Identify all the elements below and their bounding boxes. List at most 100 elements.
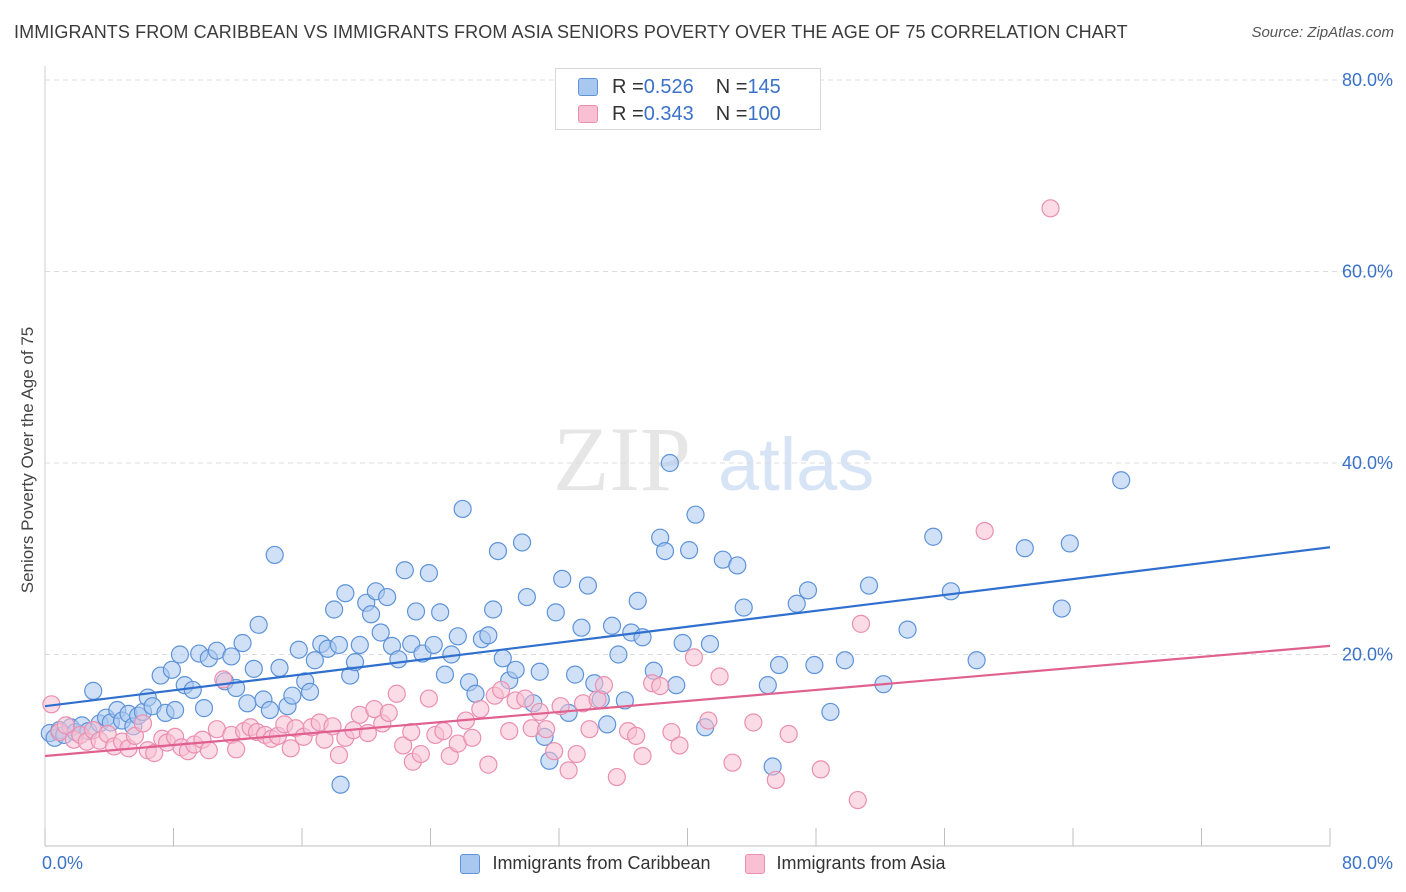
y-tick-label: 20.0%: [1342, 645, 1393, 665]
caribbean-point: [222, 647, 241, 666]
legend-n-label: N =: [715, 102, 748, 125]
asia-point: [1041, 199, 1060, 218]
asia-point: [537, 720, 556, 739]
caribbean-point: [424, 635, 443, 655]
caribbean-point: [734, 598, 753, 617]
asia-point: [419, 689, 438, 708]
asia-point: [379, 703, 398, 723]
legend-r-label: R =: [612, 75, 644, 98]
watermark-atlas: atlas: [718, 423, 874, 506]
trend-lines: [44, 546, 1331, 758]
asia-point: [699, 711, 718, 730]
legend-n-value: 145: [747, 75, 781, 98]
caribbean-point: [166, 700, 185, 720]
asia-point: [594, 676, 614, 695]
asia-point: [530, 702, 549, 722]
asia-point: [723, 753, 742, 772]
caribbean-point: [517, 587, 536, 607]
caribbean-point: [615, 691, 634, 710]
watermark: ZIP atlas: [553, 408, 874, 510]
axes: [44, 66, 1331, 847]
caribbean-point: [1052, 599, 1071, 618]
caribbean-point: [488, 541, 508, 561]
asia-point: [580, 720, 599, 739]
series-legend: Immigrants from Caribbean Immigrants fro…: [0, 853, 1406, 874]
caribbean-point: [300, 682, 320, 701]
legend-n-label: N =: [715, 75, 748, 98]
caribbean-point: [331, 775, 350, 794]
caribbean-point: [260, 700, 279, 720]
legend-swatch-caribbean: [460, 853, 481, 874]
asia-point: [684, 648, 704, 667]
caribbean-point: [512, 533, 532, 552]
caribbean-point: [686, 505, 705, 524]
chart-title: IMMIGRANTS FROM CARIBBEAN VS IMMIGRANTS …: [14, 22, 1128, 42]
caribbean-point: [350, 635, 369, 655]
caribbean-point: [673, 633, 692, 653]
asia-point: [411, 744, 430, 764]
caribbean-point: [378, 587, 397, 607]
asia-point: [227, 740, 246, 759]
asia-point: [281, 739, 300, 758]
legend-r-value: 0.526: [643, 75, 694, 98]
asia-point: [766, 770, 785, 790]
asia-point: [626, 726, 646, 745]
legend-swatch-pink: [578, 105, 598, 123]
asia-point: [848, 790, 867, 810]
caribbean-point: [233, 633, 252, 653]
caribbean-point: [835, 651, 855, 670]
caribbean-point: [700, 634, 720, 654]
caribbean-point: [361, 605, 381, 624]
caribbean-point: [484, 600, 503, 619]
caribbean-point: [798, 581, 818, 600]
caribbean-point: [530, 662, 549, 681]
asia-point: [199, 741, 218, 760]
caribbean-point: [578, 576, 598, 595]
caribbean-point: [265, 545, 284, 565]
caribbean-point: [389, 650, 408, 669]
asia-point: [710, 667, 729, 686]
caribbean-point: [419, 564, 438, 583]
legend-label-asia: Immigrants from Asia: [776, 853, 946, 873]
asia-point: [492, 680, 511, 700]
caribbean-point: [238, 694, 257, 713]
caribbean-point: [336, 584, 355, 603]
legend-r-label: R =: [612, 102, 644, 125]
caribbean-point: [170, 645, 190, 664]
caribbean-point: [283, 686, 302, 705]
asia-trend-line: [44, 644, 1331, 758]
caribbean-point: [967, 651, 986, 670]
asia-point: [975, 521, 994, 541]
caribbean-point: [270, 658, 289, 678]
caribbean-point: [565, 665, 585, 684]
asia-point: [387, 684, 406, 703]
caribbean-point: [628, 591, 647, 610]
caribbean-point: [435, 665, 455, 684]
caribbean-point: [194, 699, 214, 718]
caribbean-point: [859, 576, 879, 595]
caribbean-point: [680, 541, 699, 560]
asia-point: [145, 744, 164, 763]
caribbean-point: [431, 603, 450, 622]
caribbean-point: [1060, 534, 1079, 553]
asia-point: [500, 721, 519, 741]
caribbean-point: [289, 640, 308, 659]
caribbean-point: [84, 681, 103, 700]
asia-point: [651, 676, 670, 696]
caribbean-point: [466, 684, 485, 703]
asia-point: [633, 746, 652, 766]
caribbean-point: [924, 527, 943, 546]
caribbean-point: [667, 676, 686, 695]
caribbean-point: [453, 499, 472, 519]
asia-point: [463, 728, 482, 747]
asia-point: [516, 689, 535, 708]
asia-point: [133, 714, 153, 733]
caribbean-point: [506, 660, 525, 679]
asia-point: [779, 724, 798, 744]
y-tick-label: 80.0%: [1342, 70, 1393, 90]
caribbean-point: [162, 660, 181, 679]
caribbean-point: [249, 615, 268, 634]
caribbean-point: [329, 635, 349, 655]
caribbean-point: [183, 680, 202, 700]
